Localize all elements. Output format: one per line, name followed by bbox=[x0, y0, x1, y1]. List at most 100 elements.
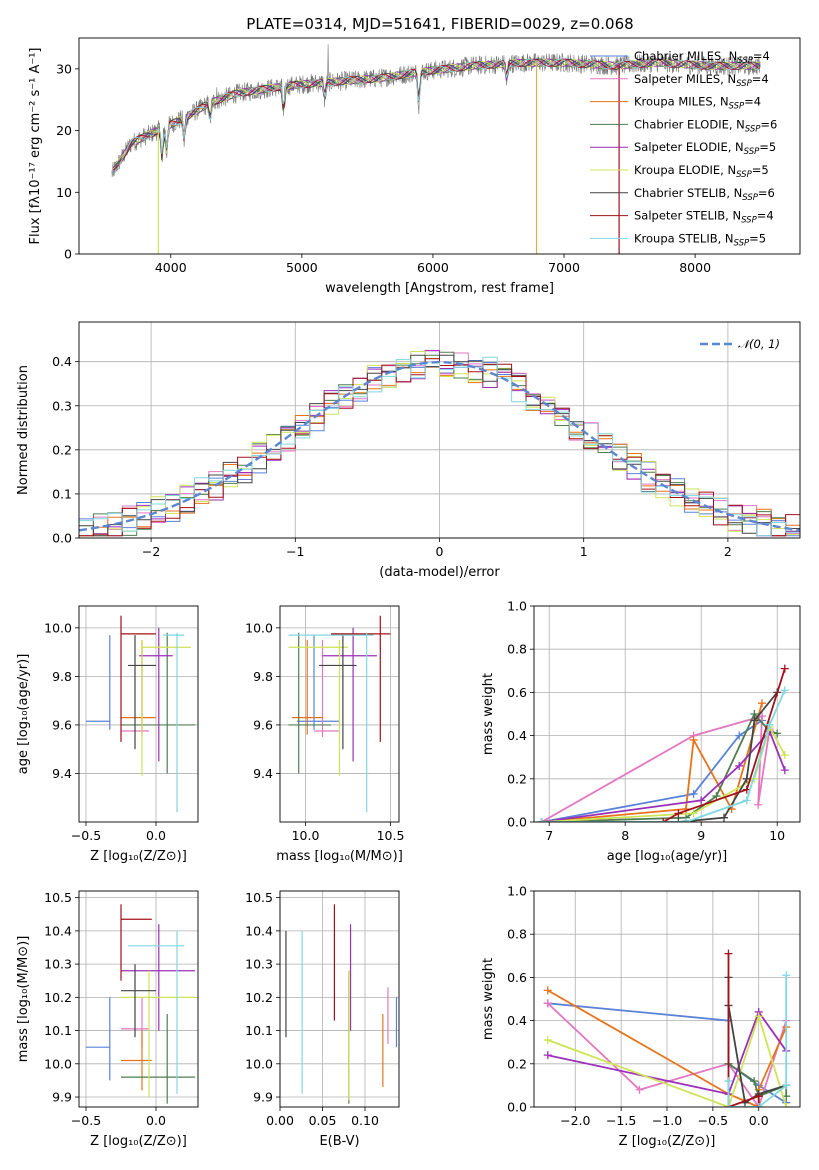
x-tick-label: 1 bbox=[580, 544, 588, 559]
errorbar-point-4 bbox=[139, 627, 173, 762]
y-tick-label: 10.0 bbox=[44, 620, 72, 635]
model-line-7 bbox=[112, 58, 760, 171]
legend-label-suffix: =4 bbox=[752, 72, 769, 86]
x-tick-label: −2.0 bbox=[560, 1113, 590, 1128]
legend-label-text: Kroupa ELODIE, N bbox=[634, 163, 736, 177]
y-tick-label: 10 bbox=[56, 185, 72, 200]
weight-marker bbox=[780, 686, 789, 695]
x-axis-label: Z [log₁₀(Z/Z⊙)] bbox=[619, 1134, 716, 1149]
x-tick-label: −0.5 bbox=[71, 828, 101, 843]
y-tick-label: 10.1 bbox=[245, 1023, 273, 1038]
y-tick-label: 0.2 bbox=[52, 442, 72, 457]
weight-marker bbox=[635, 1085, 644, 1094]
y-axis-label: Flux [fλ10⁻¹⁷ erg cm⁻² s⁻¹ A⁻¹] bbox=[28, 48, 43, 245]
plot-area bbox=[86, 615, 196, 813]
legend-label-suffix: =5 bbox=[759, 140, 776, 154]
plot-area bbox=[285, 904, 398, 1104]
y-tick-label: 0.4 bbox=[507, 1013, 527, 1028]
weight-marker bbox=[724, 949, 733, 958]
x-tick-label: −0.5 bbox=[71, 1113, 101, 1128]
x-tick-label: 8 bbox=[621, 828, 629, 843]
legend-label-sub: SSP bbox=[734, 238, 750, 248]
errorbar-point-5 bbox=[141, 639, 191, 776]
y-tick-label: 0.8 bbox=[507, 642, 527, 657]
legend-label-2: Kroupa MILES, NSSP=4 bbox=[634, 95, 761, 112]
weight-marker bbox=[782, 971, 791, 980]
errorbar-point-5 bbox=[121, 970, 196, 1098]
legend-label-suffix: =5 bbox=[752, 163, 769, 177]
y-tick-label: 10.0 bbox=[245, 620, 273, 635]
y-tick-label: 9.4 bbox=[253, 766, 273, 781]
x-tick-label: 7000 bbox=[548, 260, 580, 275]
y-tick-label: 0 bbox=[64, 247, 72, 262]
legend-label-sub: SSP bbox=[745, 124, 761, 134]
x-tick-label: 0.10 bbox=[351, 1113, 379, 1128]
weight-marker bbox=[780, 766, 789, 775]
y-tick-label: 0.6 bbox=[507, 685, 527, 700]
y-axis-label: age [log₁₀(age/yr)] bbox=[16, 654, 31, 775]
errorbar-point-8 bbox=[163, 632, 184, 813]
weight-marker bbox=[758, 699, 766, 708]
weight-line-4 bbox=[541, 729, 786, 822]
errorbar-point-2 bbox=[121, 639, 156, 735]
legend-label-sub: SSP bbox=[736, 170, 752, 180]
weight-line-7 bbox=[727, 953, 760, 1107]
axes-frame bbox=[78, 605, 199, 823]
residuals-panel: −2 −1 0 1 2 0.0 0.1 0.2 0.3 0.4 (data-model)/error… bbox=[16, 321, 801, 580]
weight-marker bbox=[754, 1103, 763, 1107]
y-tick-label: 0.8 bbox=[507, 927, 527, 942]
x-tick-label: 0.00 bbox=[266, 1113, 294, 1128]
y-tick-label: 9.8 bbox=[52, 669, 72, 684]
legend-label-text: Kroupa STELIB, N bbox=[634, 231, 734, 245]
y-tick-label: 0.4 bbox=[52, 354, 72, 369]
weight-line-8 bbox=[727, 975, 788, 1107]
legend-label-text: Chabrier ELODIE, N bbox=[634, 117, 745, 131]
weight-line-7 bbox=[662, 668, 786, 822]
model-line-8 bbox=[112, 58, 760, 174]
weight-marker bbox=[782, 1081, 791, 1090]
legend-label-6: Chabrier STELIB, NSSP=6 bbox=[634, 186, 775, 203]
y-tick-label: 10.0 bbox=[245, 1056, 273, 1071]
errorbar-point-0 bbox=[86, 997, 111, 1081]
x-tick-label: 10.0 bbox=[292, 828, 320, 843]
y-tick-label: 10.3 bbox=[245, 957, 273, 972]
y-tick-label: 10.3 bbox=[44, 957, 72, 972]
y-tick-label: 9.6 bbox=[253, 717, 273, 732]
x-axis-label: E(B-V) bbox=[319, 1134, 359, 1149]
model-line-4 bbox=[112, 58, 760, 174]
axes-frame bbox=[279, 605, 400, 823]
y-tick-label: 10.0 bbox=[44, 1056, 72, 1071]
errorbar-point-4 bbox=[322, 627, 377, 762]
legend-label-sub: SSP bbox=[737, 56, 753, 66]
weight-marker bbox=[750, 716, 759, 725]
weight-marker bbox=[754, 1012, 763, 1021]
y-axis-label: mass weight bbox=[481, 958, 496, 1040]
y-tick-label: 10.5 bbox=[44, 890, 72, 905]
errorbar-point-6 bbox=[128, 635, 156, 750]
mass-vs-ebv-panel: 0.00 0.05 0.10 9.9 10.0 10.1 10.2 10.3 10.4 10.5 E… bbox=[245, 890, 400, 1149]
weight-marker bbox=[543, 986, 552, 995]
errorbar-point-6 bbox=[319, 635, 357, 750]
weight-line-2 bbox=[547, 989, 788, 1107]
x-axis-label: age [log₁₀(age/yr)] bbox=[607, 849, 728, 864]
weight-marker bbox=[735, 761, 744, 770]
weight-marker bbox=[697, 796, 706, 805]
age-vs-z-panel: −0.5 0.0 9.4 9.6 9.8 10.0 Z [log₁₀(Z/Z⊙)] age [… bbox=[16, 605, 199, 864]
weight-line-4 bbox=[547, 1010, 787, 1096]
legend-label-suffix: =5 bbox=[749, 231, 766, 245]
y-tick-label: 0.0 bbox=[507, 815, 527, 830]
legend-label-sub: SSP bbox=[744, 147, 760, 157]
x-tick-label: −1 bbox=[286, 544, 304, 559]
legend-label-sub: SSP bbox=[741, 216, 757, 226]
y-tick-label: 10.2 bbox=[245, 990, 273, 1005]
y-tick-label: 0.2 bbox=[507, 1056, 527, 1071]
y-tick-label: 0.3 bbox=[52, 398, 72, 413]
weight-marker bbox=[735, 731, 744, 740]
legend-label-text: Salpeter MILES, N bbox=[634, 72, 736, 86]
weight-line-0 bbox=[541, 719, 763, 822]
legend-label-8: Kroupa STELIB, NSSP=5 bbox=[634, 231, 766, 248]
y-tick-label: 9.9 bbox=[253, 1090, 273, 1105]
plot-area bbox=[79, 349, 800, 537]
y-tick-label: 9.6 bbox=[52, 717, 72, 732]
